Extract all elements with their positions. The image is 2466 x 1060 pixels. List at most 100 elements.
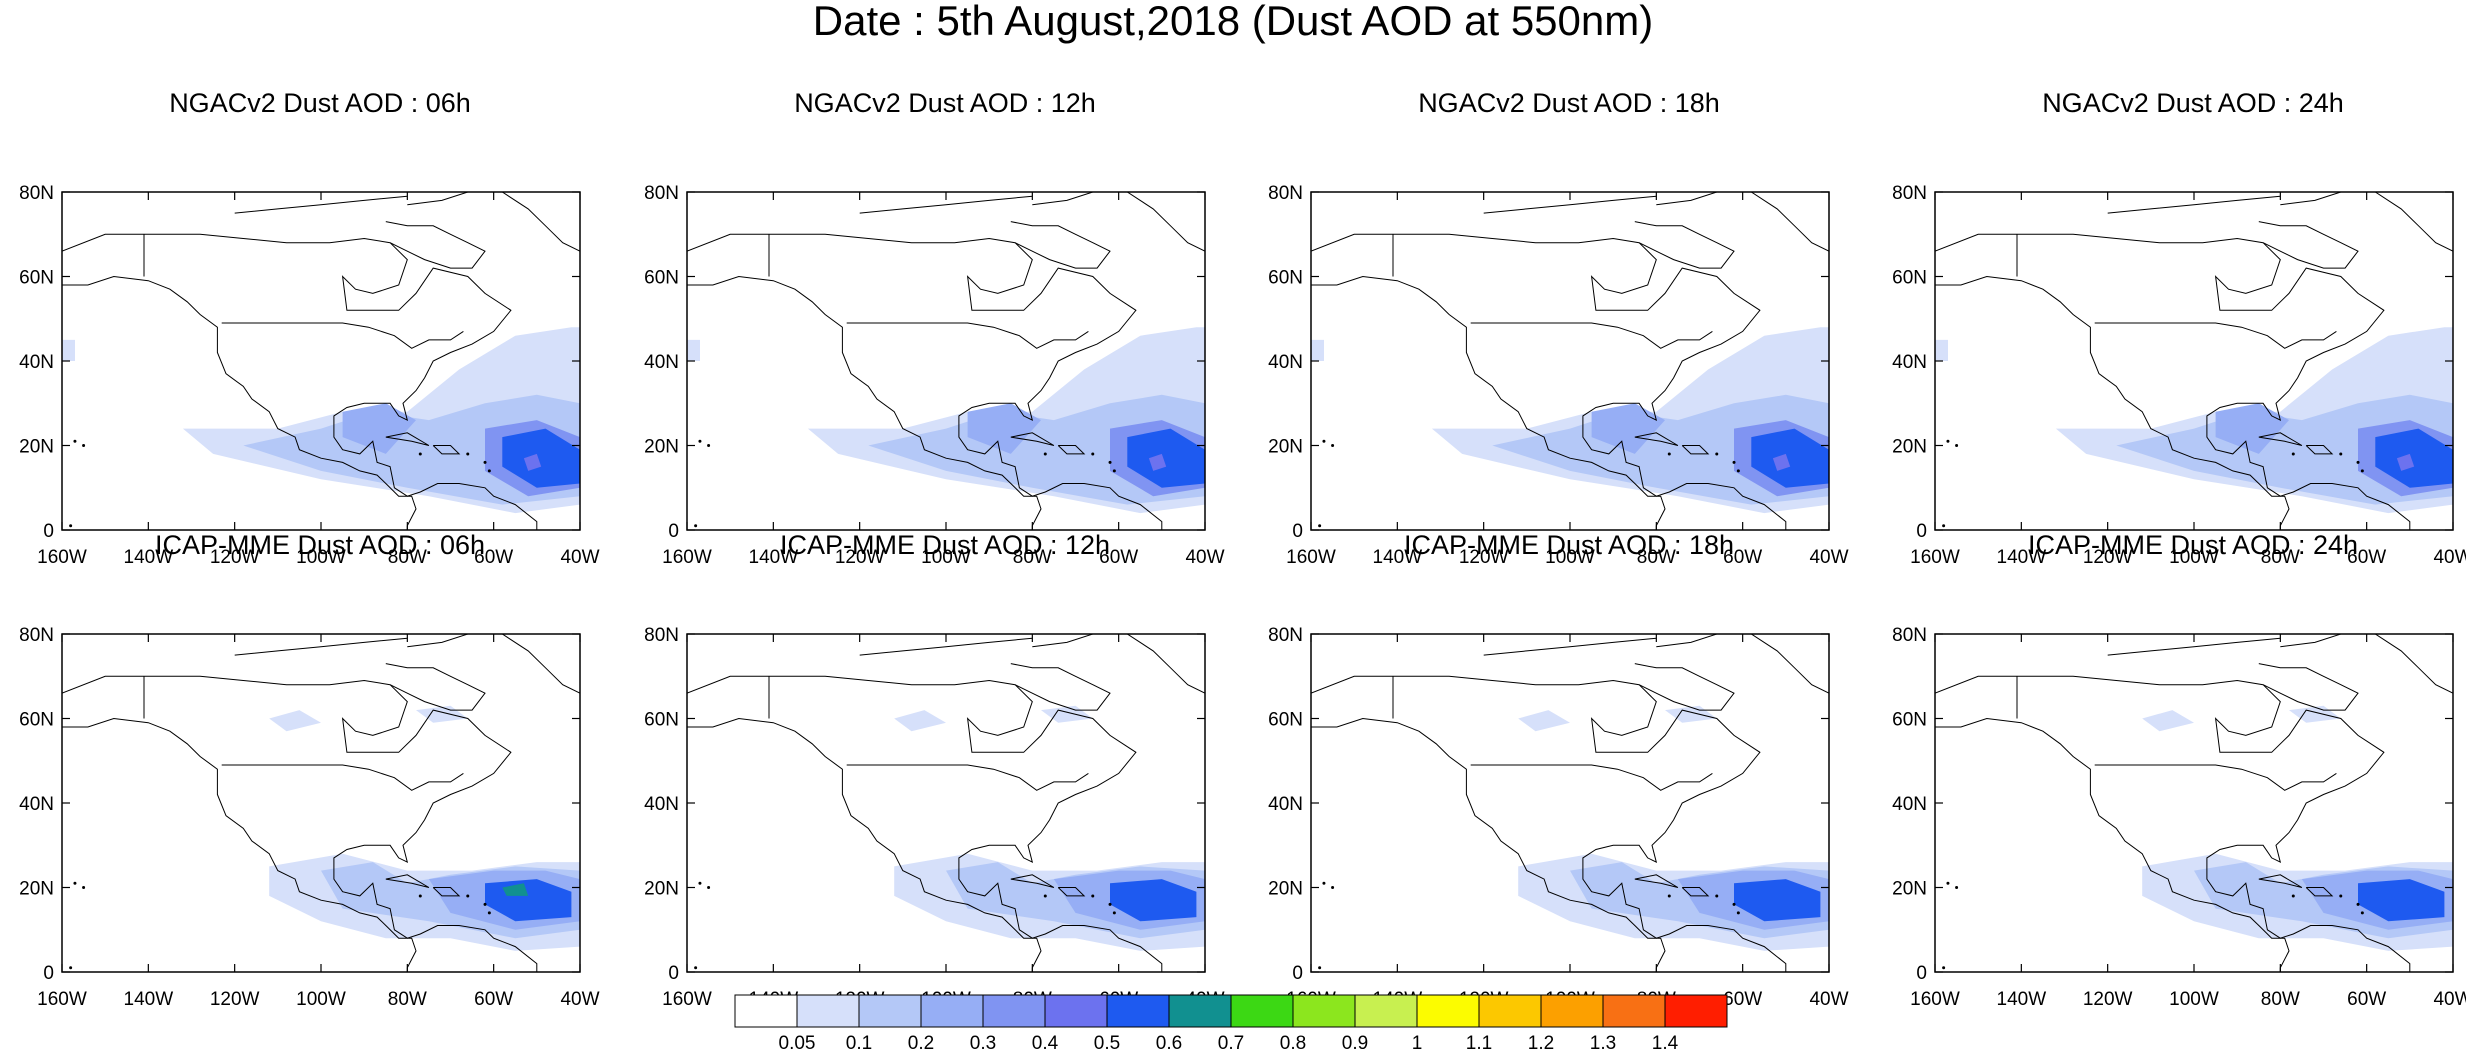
coastline [1118,634,1122,635]
island-dot [483,902,487,906]
lon-tick-label: 120W [210,989,260,1010]
coastlines [1311,634,1829,972]
island-dot [73,881,77,885]
coastline [2305,887,2334,897]
aod-contour-fill [1148,453,1167,471]
lon-tick-label: 160W [662,989,712,1010]
aod-contour-fill [2358,879,2445,922]
coastline [1010,432,1055,446]
coastline [221,322,464,349]
colorbar-label: 0.2 [908,1033,934,1054]
dust-aod-field [894,705,1205,951]
lon-tick-label: 40W [1809,989,1848,1010]
lon-tick-label: 160W [37,989,87,1010]
coastline [1483,195,1657,214]
lat-tick-label: 80N [644,625,679,646]
lon-tick-label: 160W [1910,547,1960,568]
coastline [62,675,538,972]
dust-aod-field [62,327,580,514]
aod-contour-fill [1751,428,1829,488]
island-dot [2339,894,2343,898]
coastline [1470,322,1713,349]
colorbar-swatch [1044,994,1108,1028]
coastline [687,675,1163,972]
coastline [1032,192,1095,206]
lon-tick-label: 140W [1997,989,2047,1010]
island-dot [69,524,73,528]
coastline [1483,637,1657,656]
aod-contour-fill [342,403,416,454]
coastline [1311,233,1787,530]
colorbar-label: 1 [1412,1033,1423,1054]
coastline [2375,634,2453,694]
island-dot [1331,444,1335,447]
lat-tick-label: 80N [1892,625,1927,646]
coastline [493,634,497,635]
island-dot [1942,524,1946,528]
lat-tick-label: 20N [644,437,679,458]
coastline [1127,192,1205,252]
aod-contour-fill [1127,428,1205,488]
coastline [1935,717,2290,972]
colorbar-swatch [1416,994,1480,1028]
lat-tick-label: 0 [43,521,54,542]
coastline [502,634,580,694]
colorbar-label: 1.3 [1590,1033,1616,1054]
coastline [1935,233,2411,530]
coastline [2107,195,2281,214]
coastline [1681,887,1710,897]
coastline [1656,634,1719,648]
map-plot: 160W 140W 120W 100W 80W 60W 40W 80N 60N 40N 20N 0 [19,625,599,1010]
island-dot [2339,452,2343,456]
colorbar-swatch [982,994,1046,1028]
lat-tick-label: 60N [644,268,679,289]
colorbar-label: 0.1 [846,1033,872,1054]
island-dot [1736,911,1740,915]
island-dot [1091,452,1095,456]
aod-contour-fill [687,339,700,361]
island-dot [1322,439,1326,443]
lat-tick-label: 60N [1268,710,1303,731]
coastline [846,322,1089,349]
aod-contour-fill [523,453,542,471]
coastline [1634,221,1735,269]
lat-tick-label: 0 [1292,521,1303,542]
island-dot [487,911,491,915]
island-dot [2291,452,2295,456]
lon-tick-label: 140W [1997,547,2047,568]
coastline [1935,275,2290,530]
map-plot: 160W 140W 120W 100W 80W 60W 40W 80N 60N 40N 20N 0 [644,183,1224,568]
aod-contour-fill [2396,453,2415,471]
coastline [234,195,408,214]
coastline [2258,874,2303,888]
lon-tick-label: 80W [388,989,427,1010]
colorbar-swatch [1230,994,1294,1028]
lat-tick-label: 0 [43,963,54,984]
coastlines [687,634,1205,972]
island-dot [1108,460,1112,464]
lat-tick-label: 20N [644,879,679,900]
island-dot [707,886,711,889]
aod-contour-fill [62,339,75,361]
colorbar-swatch [1478,994,1542,1028]
colorbar-label: 0.5 [1094,1033,1120,1054]
colorbar-swatch [796,994,860,1028]
island-dot [1715,894,1719,898]
colorbar-swatch [1354,994,1418,1028]
island-dot [1955,444,1959,447]
coastlines [62,192,580,530]
lat-tick-label: 20N [1268,437,1303,458]
island-dot [1732,902,1736,906]
coastline [2094,322,2337,349]
coastline [1057,445,1086,455]
map-panel-4: NGACv2 Dust AOD : 24h 160W 140W 120W 100W 80W… [1873,88,2466,568]
lat-tick-label: 20N [1892,437,1927,458]
aod-contour-fill [2289,705,2341,723]
coastline [859,195,1033,214]
island-dot [487,469,491,473]
lon-tick-label: 60W [1099,547,1138,568]
lat-tick-label: 80N [19,625,54,646]
coastline [2366,192,2370,193]
coastline [2094,764,2337,791]
aod-contour-fill [1734,879,1821,922]
